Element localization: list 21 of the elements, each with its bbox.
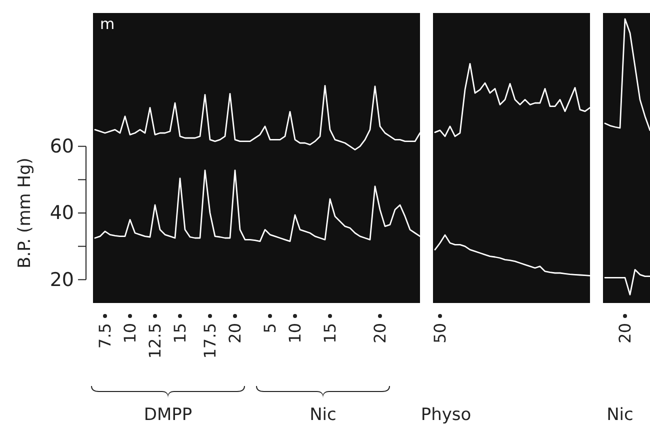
x-tick-label: 50	[430, 323, 450, 344]
y-tick-label: 60	[50, 135, 74, 158]
text: Nic	[606, 405, 634, 425]
y-axis-title: B.P. (mm Hg)	[15, 158, 35, 268]
x-tick-label: 15	[170, 323, 190, 344]
text: Nic	[310, 405, 336, 425]
x-tick-label: 20	[616, 323, 635, 344]
x-tick-label: 17.5	[200, 323, 220, 359]
x-tick-label: 5	[260, 323, 280, 334]
text: DMPP	[144, 405, 192, 425]
x-tick-label: 7.5	[96, 323, 115, 348]
y-tick-label: 20	[50, 268, 74, 291]
y-tick-label: 40	[50, 202, 74, 224]
text: Physo	[420, 405, 472, 425]
x-tick-label: 12.5	[146, 323, 165, 359]
x-tick-label: 15	[320, 323, 340, 344]
x-tick-label: 10	[286, 323, 305, 344]
x-tick-label: 20	[370, 323, 390, 344]
annotation: m	[100, 15, 115, 33]
x-tick-label: 20	[226, 323, 245, 344]
x-tick-label: 10	[120, 323, 140, 344]
